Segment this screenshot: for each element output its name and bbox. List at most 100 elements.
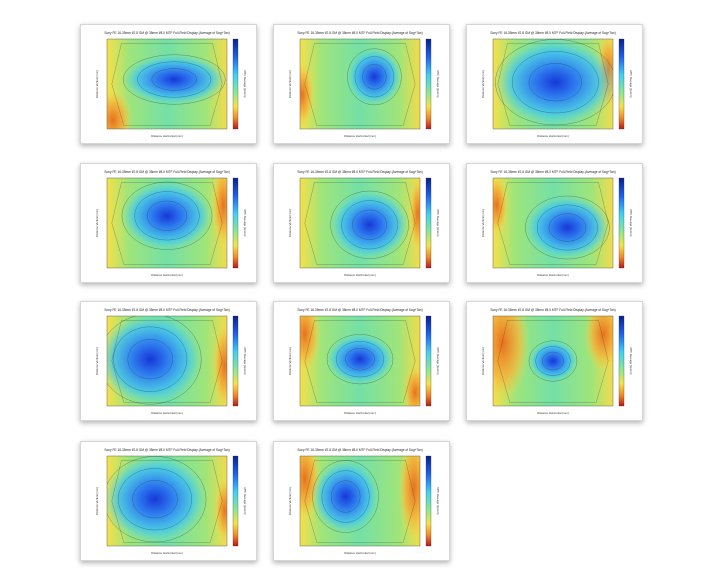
x-axis-label: Distance Horizontal (mm) [151,551,183,555]
high-mtf-region [311,459,380,534]
x-axis-label: Distance Horizontal (mm) [151,273,183,277]
y-axis-label: Distance Vertical (mm) [288,347,292,375]
high-mtf-region [493,39,613,127]
contour-line [542,351,564,371]
contour-line [111,320,223,403]
mtf-plot-card: Sony FE 16-35mm f/2.8 GM @ 35mm f/8.0 MT… [466,163,643,283]
low-mtf-region [211,178,227,249]
contour-line [336,341,384,378]
colorbar [425,38,432,130]
y-axis-label: Distance Vertical (mm) [95,70,99,98]
mtf-heatmap-figure: Sony FE 16-35mm f/2.8 GM @ 35mm f/8.0 MT… [95,308,247,415]
low-mtf-region [300,316,321,372]
plot-title: Sony FE 16-35mm f/2.8 GM @ 35mm f/8.0 MT… [104,308,229,312]
contour-line [134,191,200,241]
contour-line [137,61,212,98]
colorbar-label: MTF Average (lp/mm) [243,488,247,515]
x-axis-label: Distance Horizontal (mm) [344,551,376,555]
mtf-heatmap-figure: Sony FE 16-35mm f/2.8 GM @ 35mm f/8.0 MT… [95,31,247,138]
plot-title: Sony FE 16-35mm f/2.8 GM @ 35mm f/8.0 MT… [490,170,615,174]
colorbar [232,177,239,269]
x-axis-label: Distance Horizontal (mm) [537,273,569,277]
mtf-plot-card: Sony FE 16-35mm f/2.8 GM @ 35mm f/8.0 MT… [80,163,257,283]
contour-line [107,316,202,405]
colorbar [232,38,239,130]
contour-line [111,182,223,265]
contour-line [345,348,375,371]
contour-line [528,63,582,102]
plot-title: Sony FE 16-35mm f/2.8 GM @ 35mm f/8.0 MT… [104,448,229,452]
mtf-plot-card: Sony FE 16-35mm f/2.8 GM @ 35mm f/8.0 MT… [80,24,257,144]
high-mtf-region [107,456,209,544]
contour-line [341,200,398,250]
mtf-plot-card: Sony FE 16-35mm f/2.8 GM @ 35mm f/8.0 MT… [466,301,643,421]
colorbar [425,177,432,269]
y-axis-label: Distance Vertical (mm) [481,347,485,375]
contour-line [111,43,223,126]
contour-line [497,320,609,403]
colorbar [232,455,239,547]
plot-frame [106,455,228,547]
contour-line [127,339,173,380]
mtf-heatmap-figure: Sony FE 16-35mm f/2.8 GM @ 35mm f/8.0 MT… [288,31,440,138]
mtf-plot-card: Sony FE 16-35mm f/2.8 GM @ 35mm f/8.0 MT… [273,163,450,283]
contour-line [354,56,395,98]
x-axis-label: Distance Horizontal (mm) [151,134,183,138]
mtf-heatmap-figure: Sony FE 16-35mm f/2.8 GM @ 35mm f/8.0 MT… [95,170,247,277]
mtf-plot-card: Sony FE 16-35mm f/2.8 GM @ 35mm f/8.0 MT… [80,441,257,561]
colorbar-label: MTF Average (lp/mm) [436,348,440,375]
contour-line [132,480,178,519]
contour-line [321,470,370,523]
plot-title: Sony FE 16-35mm f/2.8 GM @ 35mm f/8.0 MT… [297,308,422,312]
contour-line [512,51,599,114]
low-mtf-region [403,365,420,406]
plot-title: Sony FE 16-35mm f/2.8 GM @ 35mm f/8.0 MT… [297,448,422,452]
colorbar-label: MTF Average (lp/mm) [436,210,440,237]
colorbar [232,315,239,407]
colorbar-label: MTF Average (lp/mm) [629,348,633,375]
colorbar-label: MTF Average (lp/mm) [436,71,440,98]
high-mtf-region [325,333,395,385]
high-mtf-region [528,339,578,383]
x-axis-label: Distance Horizontal (mm) [344,134,376,138]
contour-line [304,460,416,543]
plot-frame [299,315,421,407]
plot-title: Sony FE 16-35mm f/2.8 GM @ 35mm f/8.0 MT… [297,170,422,174]
contour-line [118,468,192,531]
contour-line [151,68,197,91]
plot-title: Sony FE 16-35mm f/2.8 GM @ 35mm f/8.0 MT… [104,170,229,174]
colorbar [425,455,432,547]
mtf-plot-card: Sony FE 16-35mm f/2.8 GM @ 35mm f/8.0 MT… [273,24,450,144]
contour-line [535,346,571,376]
plot-title: Sony FE 16-35mm f/2.8 GM @ 35mm f/8.0 MT… [490,31,615,35]
high-mtf-region [346,47,403,107]
mtf-plot-card: Sony FE 16-35mm f/2.8 GM @ 35mm f/8.0 MT… [273,441,450,561]
high-mtf-region [329,189,411,260]
colorbar [425,315,432,407]
contour-line [326,334,394,385]
low-mtf-region [493,316,530,403]
plot-title: Sony FE 16-35mm f/2.8 GM @ 35mm f/8.0 MT… [104,31,229,35]
contour-line [497,43,609,126]
x-axis-label: Distance Horizontal (mm) [344,411,376,415]
y-axis-label: Distance Vertical (mm) [288,70,292,98]
y-axis-label: Distance Vertical (mm) [288,209,292,237]
low-mtf-region [300,62,314,128]
contour-line [536,204,598,251]
y-axis-label: Distance Vertical (mm) [95,347,99,375]
contour-line [330,480,361,513]
low-mtf-region [213,322,227,406]
colorbar-label: MTF Average (lp/mm) [243,210,247,237]
contour-line [304,182,416,265]
plot-frame [492,38,614,130]
plot-title: Sony FE 16-35mm f/2.8 GM @ 35mm f/8.0 MT… [297,31,422,35]
mtf-plot-card: Sony FE 16-35mm f/2.8 GM @ 35mm f/8.0 MT… [466,24,643,144]
plot-title: Sony FE 16-35mm f/2.8 GM @ 35mm f/8.0 MT… [490,308,615,312]
y-axis-label: Distance Vertical (mm) [95,209,99,237]
mtf-heatmap-figure: Sony FE 16-35mm f/2.8 GM @ 35mm f/8.0 MT… [481,31,633,138]
contour-line [304,320,416,403]
x-axis-label: Distance Horizontal (mm) [151,411,183,415]
mtf-plot-card: Sony FE 16-35mm f/2.8 GM @ 35mm f/8.0 MT… [80,301,257,421]
high-mtf-region [107,316,204,406]
contour-line [548,213,587,242]
